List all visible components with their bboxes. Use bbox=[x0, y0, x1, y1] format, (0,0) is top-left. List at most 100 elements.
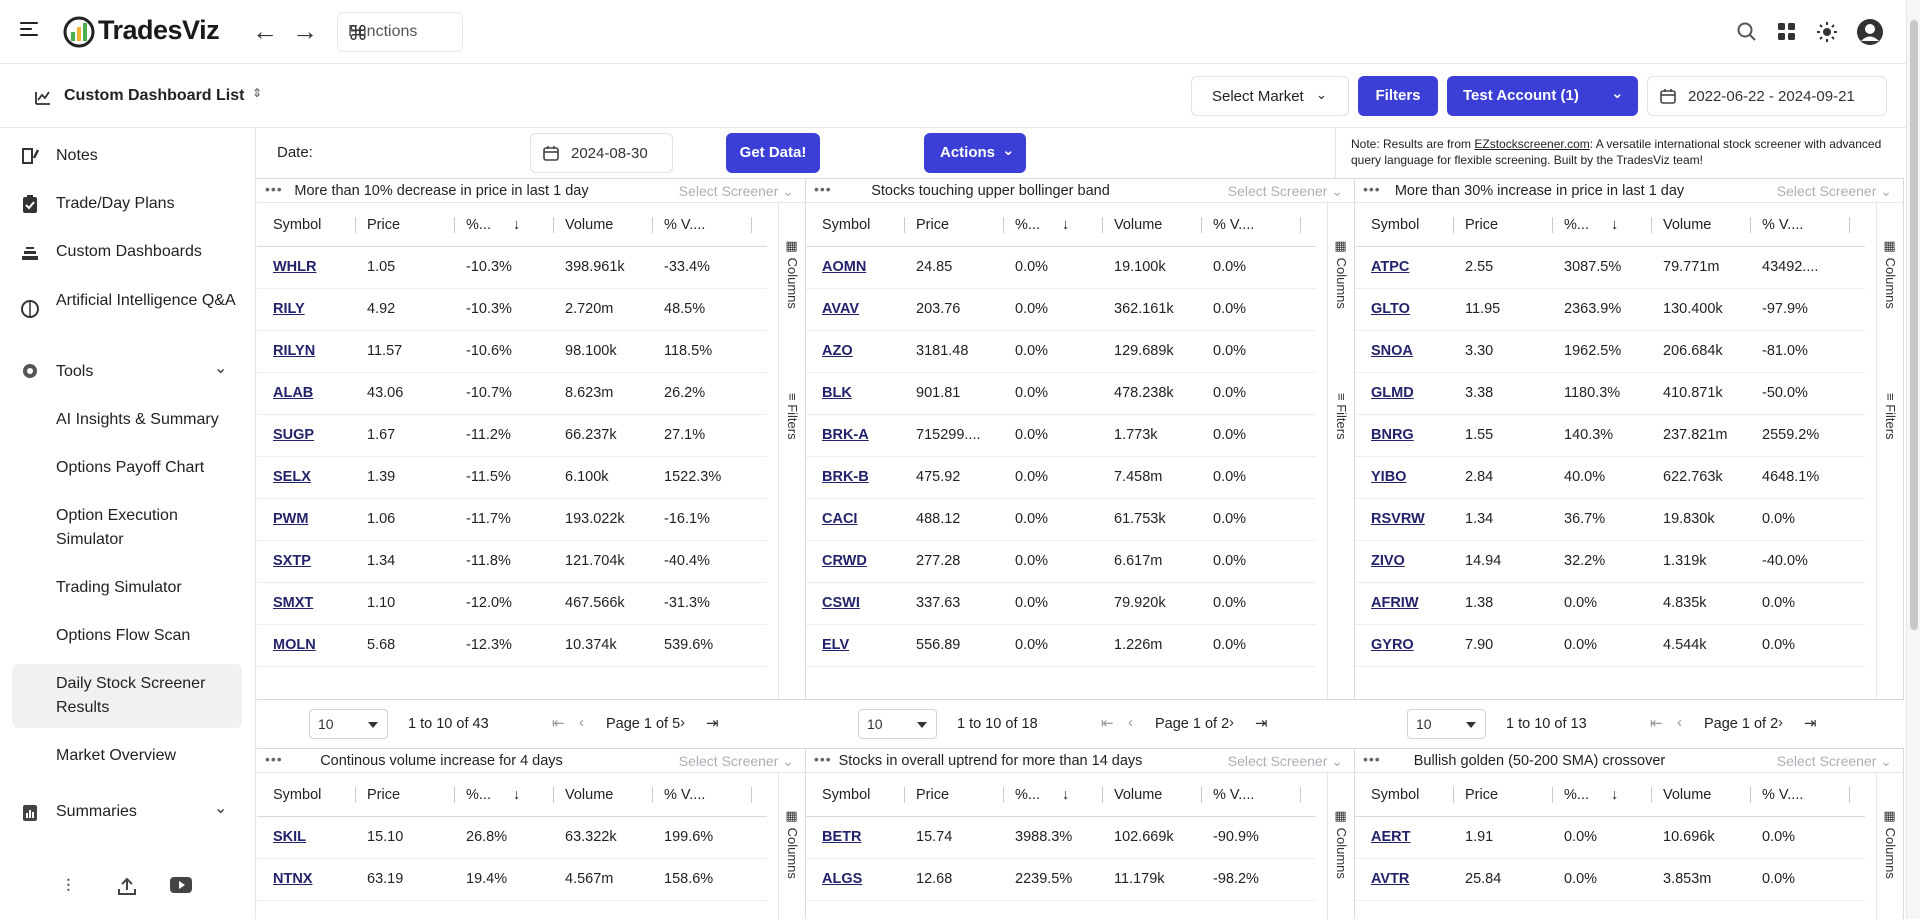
column-separator[interactable] bbox=[1849, 787, 1850, 803]
table-row[interactable]: AVAV 203.76 0.0% 362.161k 0.0% bbox=[806, 289, 1316, 331]
column-separator[interactable] bbox=[1453, 787, 1454, 803]
table-row[interactable]: BNRG 1.55 140.3% 237.821m 2559.2% bbox=[1355, 415, 1865, 457]
column-separator[interactable] bbox=[1651, 787, 1652, 803]
filters-button[interactable]: Filters bbox=[1358, 76, 1438, 116]
prev-page-icon[interactable]: ‹ bbox=[579, 714, 584, 731]
column-header-3[interactable]: Volume bbox=[1114, 787, 1163, 803]
symbol-link[interactable]: YIBO bbox=[1371, 469, 1407, 485]
columns-tab[interactable]: ▦ Columns bbox=[1883, 239, 1898, 309]
symbol-link[interactable]: SNOA bbox=[1371, 343, 1413, 359]
table-row[interactable]: AERT 1.91 0.0% 10.696k 0.0% bbox=[1355, 817, 1865, 859]
sidebar-item-options-payoff-chart[interactable]: Options Payoff Chart bbox=[56, 459, 205, 476]
page-scrollbar[interactable] bbox=[1906, 0, 1920, 919]
symbol-link[interactable]: AFRIW bbox=[1371, 595, 1419, 611]
symbol-link[interactable]: BLK bbox=[822, 385, 852, 401]
tradesviz-logo[interactable] bbox=[62, 15, 96, 49]
symbol-link[interactable]: GLTO bbox=[1371, 301, 1410, 317]
table-row[interactable]: CSWI 337.63 0.0% 79.920k 0.0% bbox=[806, 583, 1316, 625]
next-page-icon[interactable]: › bbox=[680, 714, 685, 731]
page-size-select[interactable]: 10 bbox=[858, 709, 937, 739]
user-avatar-icon[interactable] bbox=[1856, 18, 1884, 46]
column-separator[interactable] bbox=[1552, 787, 1553, 803]
first-page-icon[interactable]: ⇤ bbox=[552, 715, 565, 732]
drag-handle-icon[interactable]: ••• bbox=[814, 181, 832, 197]
ezstockscreener-link[interactable]: EZstockscreener.com bbox=[1474, 137, 1590, 151]
column-header-0[interactable]: Symbol bbox=[822, 217, 871, 233]
column-header-0[interactable]: Symbol bbox=[1371, 787, 1420, 803]
symbol-link[interactable]: ATPC bbox=[1371, 259, 1410, 275]
symbol-link[interactable]: SELX bbox=[273, 469, 311, 485]
column-separator[interactable] bbox=[904, 787, 905, 803]
sidebar-item-ai-qa[interactable]: Artificial Intelligence Q&A bbox=[56, 292, 236, 309]
column-separator[interactable] bbox=[652, 217, 653, 233]
last-page-icon[interactable]: ⇥ bbox=[1255, 715, 1268, 732]
column-header-4[interactable]: % V.... bbox=[664, 787, 706, 803]
page-size-select[interactable]: 10 bbox=[1407, 709, 1486, 739]
symbol-link[interactable]: CACI bbox=[822, 511, 858, 527]
column-separator[interactable] bbox=[1750, 217, 1751, 233]
table-row[interactable]: CRWD 277.28 0.0% 6.617m 0.0% bbox=[806, 541, 1316, 583]
brand-name[interactable]: TradesViz bbox=[98, 15, 220, 45]
symbol-link[interactable]: PWM bbox=[273, 511, 309, 527]
sort-desc-arrow-icon[interactable]: ↓ bbox=[1062, 217, 1070, 233]
select-screener-dropdown[interactable]: Select Screener ⌄ bbox=[1227, 183, 1343, 199]
select-screener-dropdown[interactable]: Select Screener ⌄ bbox=[678, 753, 794, 769]
table-row[interactable]: GYRO 7.90 0.0% 4.544k 0.0% bbox=[1355, 625, 1865, 667]
columns-tab[interactable]: ▦ Columns bbox=[1883, 809, 1898, 879]
drag-handle-icon[interactable]: ••• bbox=[265, 751, 283, 767]
symbol-link[interactable]: BETR bbox=[822, 829, 862, 845]
date-range-picker[interactable]: 2022-06-22 - 2024-09-21 bbox=[1647, 76, 1887, 116]
last-page-icon[interactable]: ⇥ bbox=[1804, 715, 1817, 732]
first-page-icon[interactable]: ⇤ bbox=[1650, 715, 1663, 732]
column-separator[interactable] bbox=[1003, 787, 1004, 803]
column-separator[interactable] bbox=[1849, 217, 1850, 233]
theme-sun-icon[interactable] bbox=[1816, 21, 1838, 43]
sidebar-item-ai-insights[interactable]: AI Insights & Summary bbox=[56, 411, 219, 428]
column-separator[interactable] bbox=[1453, 217, 1454, 233]
get-data-button[interactable]: Get Data! bbox=[726, 133, 820, 173]
symbol-link[interactable]: CRWD bbox=[822, 553, 867, 569]
drag-handle-icon[interactable]: ••• bbox=[814, 751, 832, 767]
column-separator[interactable] bbox=[1003, 217, 1004, 233]
symbol-link[interactable]: BNRG bbox=[1371, 427, 1414, 443]
column-header-2[interactable]: %... bbox=[1015, 787, 1040, 803]
column-header-2[interactable]: %... bbox=[466, 217, 491, 233]
column-header-4[interactable]: % V.... bbox=[1213, 787, 1255, 803]
apps-grid-icon[interactable] bbox=[1776, 21, 1798, 43]
sidebar-item-custom-dashboards[interactable]: Custom Dashboards bbox=[56, 243, 202, 260]
column-separator[interactable] bbox=[1102, 787, 1103, 803]
menu-icon[interactable] bbox=[20, 22, 38, 36]
table-row[interactable]: ZIVO 14.94 32.2% 1.319k -40.0% bbox=[1355, 541, 1865, 583]
actions-dropdown[interactable]: Actions ⌄ bbox=[924, 133, 1026, 173]
filters-tab[interactable]: ≡ Filters bbox=[785, 393, 800, 440]
search-icon[interactable] bbox=[1736, 21, 1758, 43]
columns-tab[interactable]: ▦ Columns bbox=[785, 239, 800, 309]
sidebar-item-options-flow-scan[interactable]: Options Flow Scan bbox=[56, 627, 191, 644]
table-row[interactable]: WHLR 1.05 -10.3% 398.961k -33.4% bbox=[257, 247, 767, 289]
filters-tab[interactable]: ≡ Filters bbox=[1334, 393, 1349, 440]
column-header-3[interactable]: Volume bbox=[1663, 787, 1712, 803]
sidebar-item-option-execution-simulator[interactable]: Option Execution Simulator bbox=[56, 507, 178, 548]
sidebar-item-notes[interactable]: Notes bbox=[56, 147, 98, 164]
prev-page-icon[interactable]: ‹ bbox=[1128, 714, 1133, 731]
table-row[interactable]: SKIL 15.10 26.8% 63.322k 199.6% bbox=[257, 817, 767, 859]
chevron-down-icon[interactable]: ⌄ bbox=[214, 360, 228, 377]
column-header-3[interactable]: Volume bbox=[565, 787, 614, 803]
select-screener-dropdown[interactable]: Select Screener ⌄ bbox=[1227, 753, 1343, 769]
table-row[interactable]: AVTR 25.84 0.0% 3.853m 0.0% bbox=[1355, 859, 1865, 901]
column-header-3[interactable]: Volume bbox=[1663, 217, 1712, 233]
table-row[interactable]: SXTP 1.34 -11.8% 121.704k -40.4% bbox=[257, 541, 767, 583]
symbol-link[interactable]: ELV bbox=[822, 637, 850, 653]
symbol-link[interactable]: RILYN bbox=[273, 343, 316, 359]
upload-icon[interactable] bbox=[117, 876, 137, 896]
chevron-down-icon[interactable]: ⌄ bbox=[214, 800, 228, 817]
column-header-1[interactable]: Price bbox=[367, 217, 401, 233]
sort-desc-arrow-icon[interactable]: ↓ bbox=[1611, 217, 1619, 233]
symbol-link[interactable]: ZIVO bbox=[1371, 553, 1405, 569]
last-page-icon[interactable]: ⇥ bbox=[706, 715, 719, 732]
sidebar-item-summaries[interactable]: Summaries bbox=[56, 803, 137, 820]
table-row[interactable]: SUGP 1.67 -11.2% 66.237k 27.1% bbox=[257, 415, 767, 457]
column-header-1[interactable]: Price bbox=[367, 787, 401, 803]
table-row[interactable]: YIBO 2.84 40.0% 622.763k 4648.1% bbox=[1355, 457, 1865, 499]
sidebar-item-tools[interactable]: Tools bbox=[56, 363, 94, 380]
